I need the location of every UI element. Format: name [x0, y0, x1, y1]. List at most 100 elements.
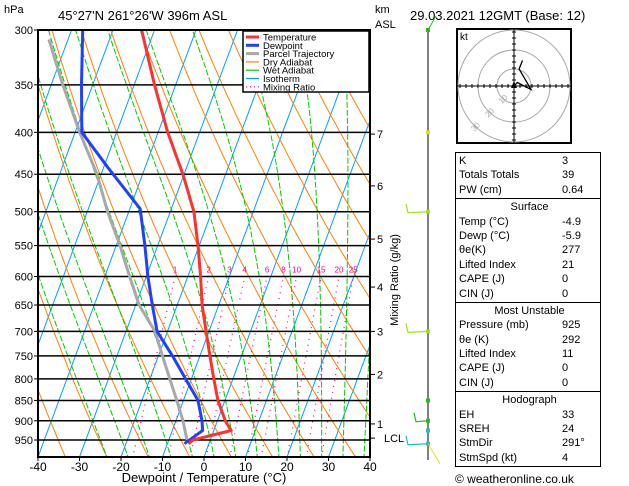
parcel-trajectory-curve — [47, 38, 189, 441]
pressure-tick-label: 550 — [15, 241, 33, 253]
dewpoint-curve — [80, 30, 205, 445]
profile-curves — [47, 30, 233, 445]
km-tick-label: 6 — [377, 181, 383, 193]
dry-adiabat-line — [38, 287, 108, 457]
x-tick-label: 30 — [322, 460, 336, 474]
x-axis: -40 -30 -20 -10 0 10 20 30 40 — [29, 457, 377, 474]
dry-adiabat-line — [139, 30, 357, 457]
legend-label: Parcel Trajectory — [263, 49, 335, 60]
row-value: 11 — [562, 348, 574, 361]
surface-row: Dewp (°C) -5.9 — [459, 229, 600, 243]
mixing-ratio-label: 2 — [206, 266, 211, 275]
pressure-tick-label: 500 — [15, 207, 33, 219]
row-label: K — [459, 155, 467, 167]
wet-adiabat-line — [297, 30, 323, 457]
km-tick-label: 7 — [377, 129, 383, 141]
row-value: 925 — [562, 319, 581, 332]
location-title: 45°27'N 261°26'W 396m ASL — [58, 8, 228, 23]
mixing-ratio-label: 1 — [173, 266, 178, 275]
row-value: 21 — [562, 258, 575, 271]
wet-adiabat-line — [38, 272, 108, 457]
hodograph-trace — [513, 60, 533, 91]
legend-label: Dry Adiabat — [263, 57, 312, 68]
wind-barb — [405, 435, 429, 446]
upper-wind-segment — [427, 15, 437, 31]
pressure-tick-label: 800 — [15, 374, 33, 386]
isotherm-line — [38, 30, 197, 457]
row-value: 0 — [562, 376, 569, 389]
legend-label: Dewpoint — [263, 41, 303, 52]
row-value: 0 — [562, 362, 569, 375]
row-value: 292 — [562, 333, 581, 346]
hodo-row: StmDir 291° — [459, 436, 600, 450]
dry-adiabat-line — [38, 185, 149, 457]
row-label: θe(K) — [459, 244, 486, 257]
km-tick-label: 2 — [377, 369, 383, 381]
isotherm-line — [38, 30, 156, 347]
wet-adiabat-line — [75, 30, 215, 457]
row-label: EH — [459, 408, 475, 421]
x-tick-label: 20 — [280, 460, 294, 474]
dry-adiabat-line — [110, 30, 315, 457]
km-tick-label: 3 — [377, 326, 383, 338]
mixing-ratio-line — [286, 276, 322, 457]
x-tick-label: -10 — [154, 460, 172, 474]
dry-adiabat-line — [38, 388, 66, 457]
row-label: Pressure (mb) — [459, 319, 529, 332]
pressure-tick-label: 750 — [15, 351, 33, 363]
km-tick-label: 5 — [377, 234, 383, 246]
dry-adiabat-line — [257, 30, 370, 242]
pressure-tick-label: 400 — [15, 127, 33, 139]
row-label: Temp (°C) — [459, 215, 509, 228]
copyright[interactable]: © weatheronline.co.uk — [455, 472, 574, 486]
row-value: 3 — [562, 155, 569, 167]
index-row: PW (cm) 0.64 — [459, 183, 600, 197]
wind-point — [426, 130, 430, 135]
mixing-ratio-label: 4 — [243, 266, 248, 275]
pressure-tick-label: 600 — [15, 272, 33, 284]
dry-adiabat-line — [169, 30, 370, 419]
index-row: Totals Totals 39 — [459, 168, 600, 182]
pressure-tick-label: 850 — [15, 395, 33, 407]
mixing-ratio-label: 25 — [349, 266, 358, 275]
legend-label: Isotherm — [263, 74, 300, 85]
hodograph-unit-label: kt — [460, 32, 468, 43]
pressure-tick-label: 650 — [15, 300, 33, 312]
mixing-ratio-axis-label: Mixing Ratio (g/kg) — [389, 234, 401, 326]
isotherm-line — [327, 343, 370, 457]
wind-point — [426, 428, 430, 433]
wind-profile — [405, 15, 441, 464]
surface-row: CAPE (J) 0 — [459, 272, 600, 286]
row-value: -5.9 — [562, 229, 581, 242]
row-label: CAPE (J) — [459, 362, 505, 375]
km-label: km — [375, 4, 390, 16]
pressure-tick-label: 450 — [15, 169, 33, 181]
storm-motion-line — [427, 443, 441, 464]
section-title: Hodograph — [502, 394, 557, 407]
pressure-tick-label: 700 — [15, 326, 33, 338]
row-label: CIN (J) — [459, 376, 494, 389]
km-tick-label: 4 — [377, 282, 383, 294]
pressure-tick-label: 950 — [15, 435, 33, 447]
row-value: 277 — [562, 244, 581, 257]
surface-row: Temp (°C) -4.9 — [459, 215, 600, 229]
isotherm-line — [78, 30, 239, 457]
x-axis-label: Dewpoint / Temperature (°C) — [122, 470, 287, 485]
mixing-ratio-label: 8 — [281, 266, 286, 275]
section-title: Surface — [510, 201, 549, 214]
row-value: 291° — [562, 437, 585, 450]
wind-barb — [405, 323, 429, 334]
most-unstable-section: Most Unstable Pressure (mb) 925 θe (K) 292… — [455, 301, 601, 392]
x-tick-label: -40 — [29, 460, 47, 474]
mu-row: CIN (J) 0 — [459, 376, 600, 390]
row-label: SREH — [459, 423, 490, 436]
mu-row: θe (K) 292 — [459, 333, 600, 347]
x-tick-label: -20 — [112, 460, 130, 474]
